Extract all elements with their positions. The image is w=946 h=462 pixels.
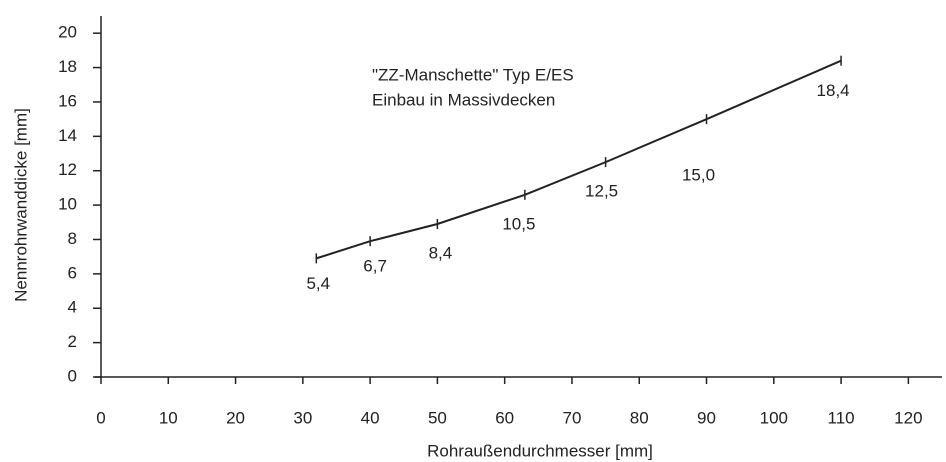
y-tick-label: 2 — [68, 332, 77, 351]
annotation: Einbau in Massivdecken — [372, 90, 555, 109]
x-tick-label: 20 — [226, 408, 245, 427]
x-tick-label: 120 — [894, 408, 922, 427]
point-label: 6,7 — [363, 257, 387, 276]
x-tick-label: 80 — [630, 408, 649, 427]
y-axis-label: Nennrohrwanddicke [mm] — [11, 108, 30, 302]
x-tick-label: 50 — [428, 408, 447, 427]
x-tick-label: 10 — [159, 408, 178, 427]
y-tick-label: 20 — [58, 23, 77, 42]
x-tick-label: 70 — [562, 408, 581, 427]
point-label: 15,0 — [682, 166, 715, 185]
y-tick-label: 12 — [58, 160, 77, 179]
point-label: 10,5 — [502, 214, 535, 233]
point-label: 12,5 — [585, 182, 618, 201]
x-tick-label: 100 — [760, 408, 788, 427]
x-tick-label: 90 — [697, 408, 716, 427]
y-tick-label: 6 — [68, 263, 77, 282]
x-tick-label: 0 — [96, 408, 105, 427]
y-tick-label: 14 — [58, 126, 77, 145]
y-tick-label: 18 — [58, 57, 77, 76]
x-tick-label: 110 — [828, 408, 855, 427]
point-label: 5,4 — [306, 274, 330, 293]
x-axis-label: Rohraußendurchmesser [mm] — [427, 441, 653, 460]
annotation: "ZZ-Manschette" Typ E/ES — [372, 65, 574, 84]
x-tick-label: 30 — [293, 408, 312, 427]
y-tick-label: 10 — [58, 195, 77, 214]
y-tick-label: 0 — [68, 366, 77, 385]
y-tick-label: 4 — [68, 298, 77, 317]
point-label: 18,4 — [817, 81, 850, 100]
y-tick-label: 16 — [58, 91, 77, 110]
y-tick-label: 8 — [68, 229, 77, 248]
x-tick-label: 60 — [495, 408, 514, 427]
point-label: 8,4 — [429, 243, 453, 262]
x-tick-label: 40 — [361, 408, 380, 427]
